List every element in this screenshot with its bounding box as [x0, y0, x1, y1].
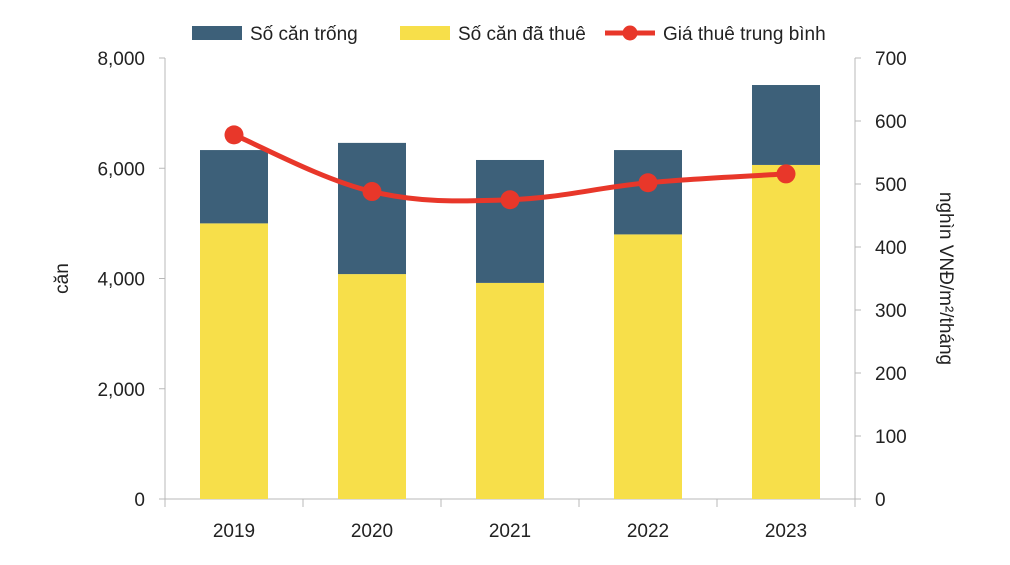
bar-vacant-2023: [752, 85, 820, 165]
price-line: [224, 125, 796, 210]
x-tick-label: 2022: [627, 521, 669, 542]
price-point-2020: [362, 182, 382, 202]
x-tick-label: 2019: [213, 521, 255, 542]
price-point-2023: [776, 164, 796, 184]
y-tick-label: 0: [134, 490, 145, 511]
y2-tick-label: 200: [875, 364, 907, 385]
bar-rented-2021: [476, 282, 544, 499]
bar-rented-2022: [614, 234, 682, 499]
bar-vacant-2020: [338, 142, 406, 275]
y2-tick-label: 300: [875, 301, 907, 322]
y2-tick-label: 600: [875, 112, 907, 133]
bar-rented-2023: [752, 164, 820, 499]
y2-tick-label: 100: [875, 427, 907, 448]
legend-label: Số căn trống: [250, 24, 358, 45]
y-tick-label: 2,000: [97, 380, 145, 401]
legend-label: Số căn đã thuê: [458, 24, 586, 45]
legend-label: Giá thuê trung bình: [663, 24, 826, 45]
legend-swatch: [192, 26, 242, 40]
price-point-2019: [224, 125, 244, 145]
y-tick-label: 8,000: [97, 49, 145, 70]
bars: [200, 85, 820, 499]
y-tick-label: 4,000: [97, 270, 145, 291]
bar-rented-2020: [338, 274, 406, 499]
price-point-2021: [500, 190, 520, 210]
legend-swatch: [400, 26, 450, 40]
y2-axis-title: nghìn VNĐ/m²/tháng: [935, 192, 956, 365]
y2-tick-label: 400: [875, 238, 907, 259]
x-tick-label: 2021: [489, 521, 531, 542]
y-tick-label: 6,000: [97, 159, 145, 180]
price-point-2022: [638, 173, 658, 193]
bar-vacant-2021: [476, 159, 544, 283]
bar-vacant-2019: [200, 150, 268, 224]
bar-rented-2019: [200, 223, 268, 499]
legend-line-marker: [622, 25, 638, 41]
y2-tick-label: 500: [875, 175, 907, 196]
axes: 0 2,000 4,000 6,000 8,000 0 100 200 300 400 500 600…: [97, 49, 906, 542]
y2-tick-label: 700: [875, 49, 907, 70]
legend: Số căn trống Số căn đã thuê Giá thuê trung…: [192, 24, 826, 45]
y-axis-title: căn: [52, 263, 73, 294]
x-tick-label: 2023: [765, 521, 807, 542]
axis-labels: căn nghìn VNĐ/m²/tháng: [52, 192, 956, 365]
x-tick-label: 2020: [351, 521, 393, 542]
y2-tick-label: 0: [875, 490, 886, 511]
